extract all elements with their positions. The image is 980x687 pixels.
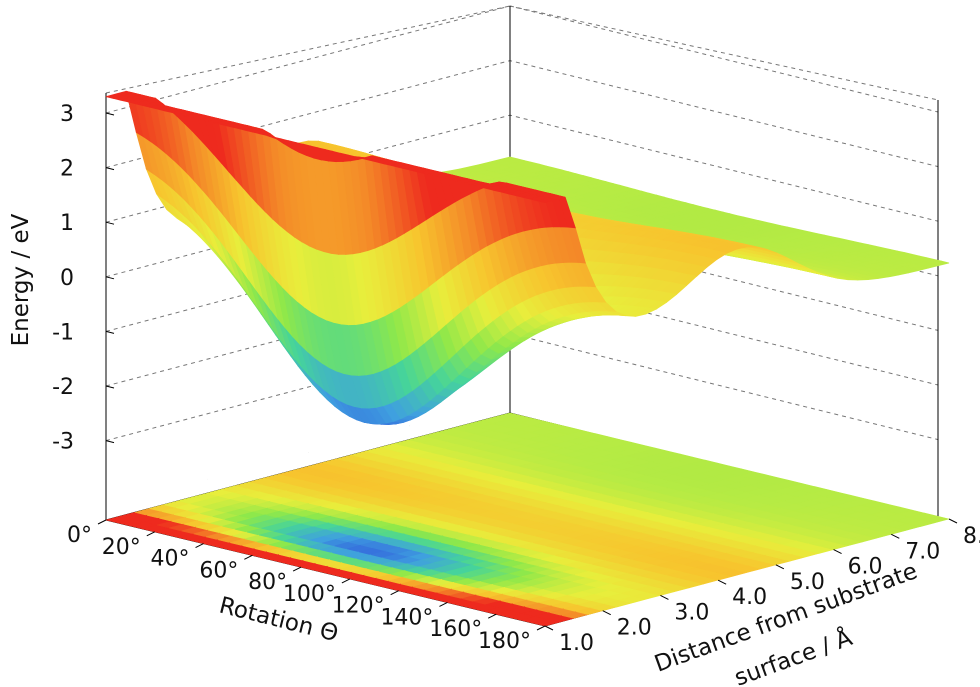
y-tick-mark	[544, 625, 554, 631]
grid-line-z	[105, 5, 939, 114]
x-tick-mark	[487, 613, 497, 619]
x-tick-label: 160°	[429, 617, 482, 642]
z-tick-mark	[105, 221, 115, 225]
grid-line-top-left	[105, 5, 511, 94]
y-tick-mark	[717, 579, 727, 585]
x-tick-label: 0°	[67, 523, 92, 548]
z-tick-label: -2	[52, 375, 74, 400]
z-tick-label: -1	[52, 320, 74, 345]
z-tick-label: 0	[60, 266, 74, 291]
z-tick-label: 1	[60, 211, 74, 236]
x-tick-label: 100°	[283, 582, 336, 607]
y-tick-label: 3.0	[674, 600, 709, 625]
surface-cell	[537, 197, 556, 204]
x-tick-mark	[195, 543, 204, 549]
y-tick-label: 7.0	[905, 539, 940, 564]
z-tick-label: 3	[60, 102, 74, 127]
z-tick-mark	[105, 440, 115, 444]
z-tick-mark	[105, 385, 115, 389]
x-tick-label: 20°	[102, 535, 141, 560]
x-tick-mark	[146, 531, 156, 537]
x-tick-mark	[97, 519, 107, 525]
y-tick-mark	[833, 549, 842, 555]
x-tick-label: 120°	[332, 594, 385, 619]
y-tick-mark	[660, 594, 669, 600]
energy-surface	[105, 90, 950, 425]
grid-line-top-right	[509, 5, 939, 101]
tick-labels: 3 2 1 0 -1 -2 -3 0° 20° 40° 60° 80°100°120°140°160°…	[52, 102, 980, 656]
z-tick-mark	[105, 167, 115, 171]
y-tick-mark	[948, 518, 958, 524]
x-tick-mark	[244, 554, 253, 560]
y-tick-label: 8.0	[963, 524, 980, 549]
x-tick-label: 40°	[151, 547, 190, 572]
contour-projection	[105, 412, 950, 627]
z-tick-mark	[105, 112, 115, 116]
x-tick-mark	[390, 590, 399, 596]
y-tick-label: 2.0	[617, 616, 652, 641]
y-tick-mark	[775, 564, 785, 570]
z-tick-label: 2	[60, 157, 74, 182]
x-tick-label: 60°	[199, 558, 238, 583]
x-tick-mark	[292, 566, 302, 572]
y-tick-mark	[891, 533, 900, 539]
z-tick-label: -3	[52, 430, 74, 455]
z-tick-mark	[105, 330, 115, 334]
x-tick-mark	[439, 601, 448, 607]
y-tick-label: 4.0	[732, 585, 767, 610]
x-tick-label: 180°	[478, 629, 531, 654]
y-tick-label: 6.0	[848, 555, 883, 580]
x-tick-mark	[536, 625, 546, 631]
x-tick-mark	[341, 578, 351, 584]
z-axis-label: Energy / eV	[8, 213, 34, 346]
y-tick-mark	[602, 610, 611, 616]
z-tick-mark	[105, 276, 115, 280]
x-tick-label: 140°	[380, 605, 433, 630]
x-tick-label: 80°	[248, 570, 287, 595]
y-tick-label: 5.0	[790, 570, 825, 595]
y-tick-label: 1.0	[559, 631, 594, 656]
